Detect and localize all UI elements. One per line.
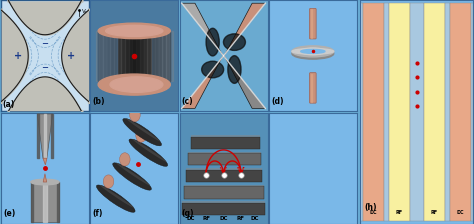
Polygon shape: [184, 185, 264, 186]
Text: DC: DC: [370, 210, 377, 215]
Text: DC: DC: [251, 216, 259, 221]
Text: −: −: [41, 39, 48, 48]
Text: RF: RF: [431, 210, 438, 215]
Polygon shape: [37, 114, 53, 158]
Text: RF: RF: [203, 216, 211, 221]
Text: (e): (e): [3, 209, 15, 218]
Bar: [424, 3, 445, 221]
Ellipse shape: [129, 139, 168, 166]
Bar: [471, 3, 473, 221]
Ellipse shape: [292, 46, 334, 57]
Ellipse shape: [126, 118, 160, 141]
Ellipse shape: [116, 163, 150, 186]
Ellipse shape: [106, 25, 163, 37]
Ellipse shape: [100, 185, 134, 208]
Bar: [449, 3, 471, 221]
Text: (b): (b): [92, 97, 105, 106]
Text: V$_r$: V$_r$: [81, 7, 89, 16]
Polygon shape: [188, 153, 261, 165]
Ellipse shape: [201, 61, 224, 78]
Text: +: +: [15, 51, 23, 61]
FancyBboxPatch shape: [310, 9, 316, 39]
Polygon shape: [31, 182, 59, 222]
Polygon shape: [186, 170, 262, 182]
Bar: [384, 3, 389, 221]
Ellipse shape: [98, 23, 170, 39]
Ellipse shape: [119, 153, 130, 166]
Bar: [360, 3, 363, 221]
Ellipse shape: [103, 175, 114, 188]
Ellipse shape: [113, 163, 151, 190]
Ellipse shape: [292, 49, 334, 54]
Bar: [445, 3, 449, 221]
Ellipse shape: [110, 77, 163, 92]
Polygon shape: [43, 158, 47, 165]
Ellipse shape: [292, 48, 334, 59]
Bar: [389, 3, 410, 221]
Text: (h): (h): [365, 203, 377, 212]
Polygon shape: [182, 201, 265, 203]
Text: (d): (d): [271, 97, 283, 106]
Bar: [410, 3, 424, 221]
Polygon shape: [191, 137, 260, 149]
Text: +: +: [67, 51, 75, 61]
Ellipse shape: [98, 74, 170, 95]
Text: DC: DC: [186, 216, 195, 221]
Polygon shape: [182, 56, 224, 108]
Ellipse shape: [301, 50, 325, 53]
Ellipse shape: [123, 118, 162, 146]
Bar: [363, 3, 384, 221]
Text: (g): (g): [182, 209, 194, 218]
FancyBboxPatch shape: [310, 73, 316, 103]
Polygon shape: [224, 56, 265, 108]
Text: −: −: [41, 63, 48, 73]
Text: (c): (c): [182, 97, 193, 106]
Text: (a): (a): [3, 100, 15, 109]
Ellipse shape: [130, 108, 140, 122]
Text: DC: DC: [219, 216, 228, 221]
Polygon shape: [224, 3, 265, 56]
Polygon shape: [182, 3, 224, 56]
Ellipse shape: [132, 139, 166, 162]
Polygon shape: [191, 135, 260, 137]
Polygon shape: [182, 203, 265, 215]
Text: RF: RF: [236, 216, 244, 221]
Polygon shape: [98, 31, 170, 81]
Polygon shape: [188, 152, 261, 153]
Ellipse shape: [228, 56, 241, 83]
Text: DC: DC: [456, 210, 464, 215]
Polygon shape: [184, 186, 264, 199]
Ellipse shape: [136, 129, 146, 142]
Ellipse shape: [300, 48, 326, 55]
Polygon shape: [186, 168, 262, 170]
Ellipse shape: [31, 179, 59, 185]
Polygon shape: [43, 174, 47, 182]
Text: RF: RF: [395, 210, 402, 215]
Ellipse shape: [96, 185, 135, 212]
Text: (f): (f): [92, 209, 103, 218]
Ellipse shape: [206, 28, 219, 56]
Ellipse shape: [223, 34, 246, 50]
